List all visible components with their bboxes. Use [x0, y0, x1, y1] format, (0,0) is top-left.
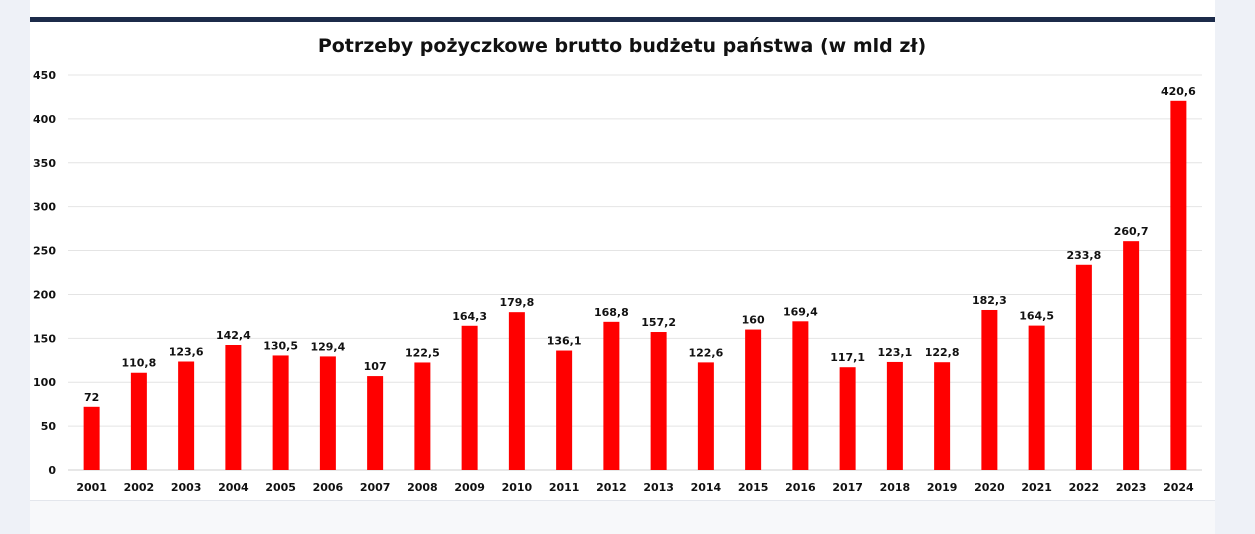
data-label-2012: 168,8 [594, 306, 629, 319]
data-label-2003: 123,6 [169, 346, 204, 359]
x-tick-label: 2024 [1163, 481, 1194, 494]
bar-2004 [225, 345, 242, 470]
x-tick-label: 2006 [313, 481, 344, 494]
bar-2007 [367, 376, 384, 470]
data-label-2014: 122,6 [688, 346, 723, 359]
bar-2008 [414, 362, 431, 470]
card-footer-area [30, 501, 1215, 534]
x-tick-label: 2003 [171, 481, 202, 494]
data-label-2004: 142,4 [216, 329, 251, 342]
bar-2009 [461, 325, 478, 470]
x-tick-label: 2002 [124, 481, 155, 494]
data-label-2020: 182,3 [972, 294, 1007, 307]
y-tick-label: 200 [33, 288, 56, 301]
data-label-2011: 136,1 [547, 335, 582, 348]
bar-2021 [1028, 325, 1045, 470]
data-label-2024: 420,6 [1161, 85, 1196, 98]
y-tick-label: 100 [33, 376, 56, 389]
bar-2019 [934, 362, 951, 470]
bar-2017 [839, 367, 856, 470]
x-tick-label: 2005 [265, 481, 296, 494]
bar-2003 [178, 361, 195, 470]
x-tick-label: 2020 [974, 481, 1005, 494]
data-label-2007: 107 [364, 360, 387, 373]
data-label-2006: 129,4 [310, 340, 345, 353]
x-axis-ticks: 2001 2002 2003 2004 2005 2006 2007 2008 2009 2010… [76, 481, 1194, 494]
chart-title: Potrzeby pożyczkowe brutto budżetu państ… [318, 35, 926, 57]
bar-2016 [792, 321, 809, 470]
x-tick-label: 2016 [785, 481, 816, 494]
bar-2020 [981, 309, 998, 470]
x-tick-label: 2017 [832, 481, 863, 494]
bar-2023 [1123, 241, 1140, 470]
y-tick-label: 450 [33, 69, 56, 82]
bar-2001 [83, 406, 100, 470]
x-tick-label: 2013 [643, 481, 674, 494]
y-tick-label: 150 [33, 332, 56, 345]
data-label-2013: 157,2 [641, 316, 676, 329]
x-tick-label: 2009 [454, 481, 485, 494]
data-label-2017: 117,1 [830, 351, 865, 364]
bar-2010 [508, 312, 525, 470]
data-label-2015: 160 [742, 314, 765, 327]
y-tick-label: 350 [33, 157, 56, 170]
data-label-2023: 260,7 [1114, 225, 1149, 238]
bar-2006 [319, 356, 336, 470]
bar-2011 [556, 350, 573, 470]
bar-2022 [1075, 264, 1092, 470]
data-label-2018: 123,1 [877, 346, 912, 359]
data-label-2016: 169,4 [783, 305, 818, 318]
gridlines [68, 74, 1202, 471]
x-tick-label: 2010 [502, 481, 533, 494]
data-label-2001: 72 [84, 391, 99, 404]
x-tick-label: 2019 [927, 481, 958, 494]
bar-2015 [745, 329, 762, 470]
x-tick-label: 2008 [407, 481, 438, 494]
bar-2018 [886, 361, 903, 470]
bar-2024 [1170, 100, 1187, 470]
x-tick-label: 2015 [738, 481, 769, 494]
card-divider [30, 500, 1215, 501]
x-tick-label: 2004 [218, 481, 249, 494]
y-tick-label: 400 [33, 113, 56, 126]
x-tick-label: 2011 [549, 481, 580, 494]
data-label-2002: 110,8 [121, 357, 156, 370]
x-tick-label: 2001 [76, 481, 107, 494]
y-tick-label: 300 [33, 201, 56, 214]
y-tick-label: 250 [33, 245, 56, 258]
data-label-2010: 179,8 [499, 296, 534, 309]
data-label-2008: 122,5 [405, 346, 440, 359]
x-tick-label: 2022 [1069, 481, 1100, 494]
x-tick-label: 2012 [596, 481, 627, 494]
bar-2005 [272, 355, 289, 470]
x-tick-label: 2014 [691, 481, 722, 494]
y-axis-ticks: 0 50 100 150 200 250 300 350 400 450 [33, 69, 56, 477]
data-label-2019: 122,8 [925, 346, 960, 359]
bar-2012 [603, 321, 620, 470]
x-tick-label: 2007 [360, 481, 391, 494]
data-label-2022: 233,8 [1066, 249, 1101, 262]
x-tick-label: 2023 [1116, 481, 1147, 494]
y-tick-label: 50 [41, 420, 57, 433]
x-tick-label: 2021 [1021, 481, 1052, 494]
data-label-2005: 130,5 [263, 339, 298, 352]
bar-2013 [650, 332, 667, 470]
data-label-2021: 164,5 [1019, 310, 1054, 323]
bar-2002 [130, 372, 147, 470]
top-accent-bar [30, 17, 1215, 22]
x-tick-label: 2018 [880, 481, 911, 494]
bar-2014 [697, 362, 714, 470]
data-labels: 72 110,8 123,6 142,4 130,5 129,4 107 122,5 164,3… [84, 85, 1196, 404]
data-label-2009: 164,3 [452, 310, 487, 323]
y-tick-label: 0 [48, 464, 56, 477]
bars [83, 100, 1187, 470]
